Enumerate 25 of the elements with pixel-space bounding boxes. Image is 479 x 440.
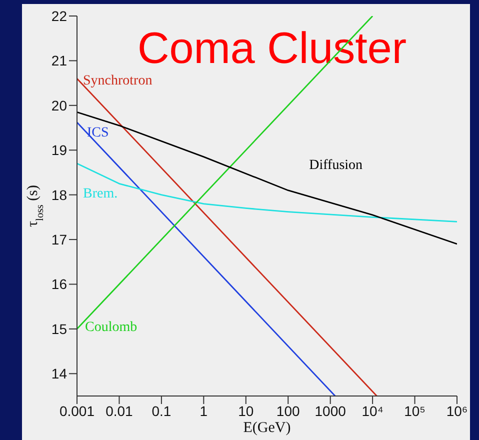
y-tick-label: 22 — [51, 8, 68, 24]
y-tick-label: 15 — [51, 320, 68, 337]
x-tick-label: 10⁵ — [404, 402, 426, 419]
x-tick-label: 10 — [238, 402, 254, 419]
series-label: Coulomb — [85, 320, 138, 335]
series-label: ICS — [87, 125, 109, 140]
y-tick-label: 14 — [51, 366, 68, 382]
x-tick-label: 0.01 — [106, 402, 134, 419]
y-tick-label: 16 — [51, 276, 68, 292]
x-tick-label: 10⁴ — [362, 402, 384, 419]
y-tick-label: 20 — [51, 97, 68, 114]
series-label: Synchrotron — [83, 74, 152, 89]
y-tick-label: 19 — [51, 142, 68, 158]
x-tick-label: 1 — [200, 402, 208, 419]
x-tick-label: 0.001 — [59, 402, 95, 419]
x-tick-label: 1000 — [314, 402, 346, 419]
y-tick-label: 17 — [51, 232, 68, 248]
x-tick-label: 100 — [276, 402, 300, 419]
series-label: Diffusion — [309, 158, 363, 173]
y-tick-label: 21 — [51, 52, 68, 69]
series-label: Brem. — [83, 186, 118, 202]
y-tick-label: 18 — [51, 186, 68, 203]
x-tick-label: 0.1 — [152, 402, 172, 419]
x-axis-title: E(GeV) — [243, 420, 291, 436]
x-tick-label: 10⁶ — [446, 402, 468, 419]
